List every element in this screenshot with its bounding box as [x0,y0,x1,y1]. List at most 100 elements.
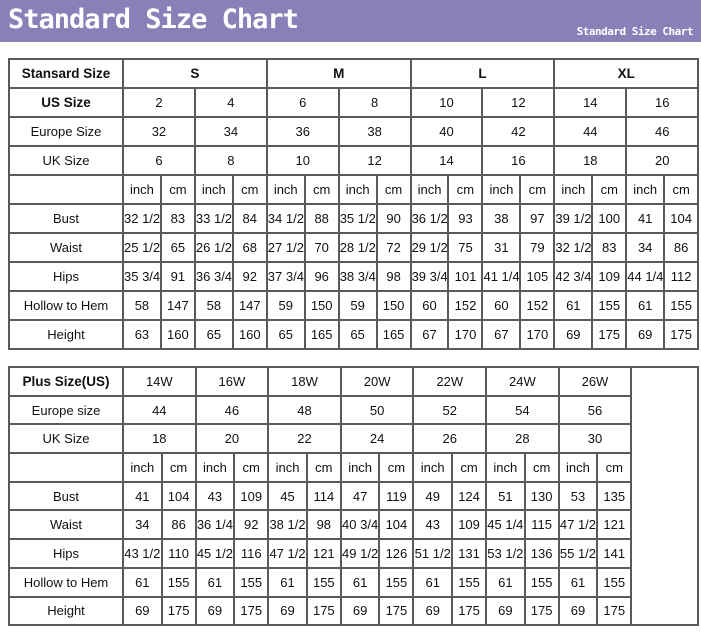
measurement-cell: 119 [378,480,415,512]
unit-header: cm [159,174,196,205]
size-cell: 28 [485,423,560,455]
measurement-cell: 26 1/2 [193,232,234,263]
row-label: Hips [8,261,124,292]
measurement-cell: 160 [231,319,268,350]
unit-header: inch [412,452,454,483]
size-cell: 34 [193,116,268,147]
row-label: Europe size [8,394,124,426]
unit-header: inch [485,452,526,483]
measurement-cell: 155 [233,566,270,598]
measurement-row: Hips 35 3/4 91 36 3/4 92 37 3/4 96 38 3/4 98 39 3… [8,261,700,292]
measurement-cell: 175 [596,595,633,627]
size-cell: 4 [193,87,268,118]
unit-header: cm [375,174,412,205]
measurement-cell: 121 [596,509,633,541]
measurement-cell: 93 [447,203,484,234]
unit-header: inch [553,174,594,205]
size-cell: 16 [481,145,556,176]
size-cell: 18 [122,423,197,455]
measurement-cell: 55 1/2 [557,538,599,569]
unit-header: inch [194,452,236,483]
measurement-cell: 165 [375,319,412,350]
size-cell: 20 [194,423,270,455]
measurement-cell: 59 [265,290,306,321]
measurement-cell: 91 [159,261,196,292]
measurement-cell: 60 [481,290,522,321]
size-cell: 50 [339,394,415,426]
plus-size-table: Plus Size(US) 14W 16W 18W 20W 22W 24W 26W Europe… [8,365,700,627]
unit-header: cm [378,452,415,483]
measurement-cell: 104 [378,509,415,541]
row-label: Height [8,319,124,350]
measurement-cell: 61 [339,566,381,598]
measurement-cell: 61 [557,566,599,598]
measurement-cell: 69 [267,595,308,627]
measurement-cell: 115 [523,509,560,541]
unit-header: cm [160,452,197,483]
measurement-cell: 155 [305,566,342,598]
measurement-cell: 92 [231,261,268,292]
measurement-cell: 114 [305,480,342,512]
size-cell: 8 [193,145,268,176]
measurement-cell: 51 [485,480,526,512]
measurement-cell: 136 [523,538,560,569]
measurement-cell: 165 [303,319,340,350]
size-cell: 16 [625,87,700,118]
measurement-cell: 86 [160,509,197,541]
measurement-cell: 61 [485,566,526,598]
unit-header: cm [305,452,342,483]
uk-size-row: UK Size 18 20 22 24 26 28 30 [8,423,698,455]
row-label: Bust [8,480,124,512]
plus-size-header: 26W [557,366,633,397]
measurement-cell: 126 [378,538,415,569]
measurement-cell: 109 [451,509,488,541]
banner-title: Standard Size Chart [8,4,299,35]
measurement-cell: 33 1/2 [193,203,234,234]
measurement-row: Bust 32 1/2 83 33 1/2 84 34 1/2 88 35 1/2 90 36 1… [8,203,700,234]
unit-header: inch [265,174,306,205]
measurement-cell: 97 [519,203,556,234]
size-cell: 14 [409,145,484,176]
measurement-cell: 69 [553,319,594,350]
measurement-cell: 36 1/4 [194,509,236,541]
plus-size-header: 20W [339,366,415,397]
unit-header: inch [625,174,666,205]
measurement-cell: 110 [160,538,197,569]
measurement-cell: 65 [337,319,378,350]
unit-header: inch [122,174,162,205]
measurement-cell: 67 [409,319,450,350]
unit-header: cm [231,174,268,205]
measurement-cell: 53 [557,480,599,512]
unit-header: cm [451,452,488,483]
measurement-cell: 69 [412,595,454,627]
size-cell: 22 [267,423,342,455]
plus-header-row: Plus Size(US) 14W 16W 18W 20W 22W 24W 26W [8,365,700,627]
size-cell: 42 [481,116,556,147]
measurement-cell: 58 [122,290,162,321]
measurement-cell: 124 [451,480,488,512]
plus-size-header: 14W [122,366,197,397]
unit-header: inch [409,174,450,205]
measurement-cell: 155 [451,566,488,598]
unit-header: inch [557,452,599,483]
size-cell: 2 [122,87,196,118]
size-cell: 12 [481,87,556,118]
measurement-row: Height 63 160 65 160 65 165 65 165 67 170 67 170 69 17… [8,319,700,350]
measurement-cell: 35 1/2 [337,203,378,234]
size-cell: 44 [122,394,197,426]
measurement-cell: 41 1/4 [481,261,522,292]
measurement-cell: 28 1/2 [337,232,378,263]
unit-header: inch [267,452,308,483]
unit-header: inch [481,174,522,205]
measurement-cell: 131 [451,538,488,569]
row-label: Hollow to Hem [8,290,124,321]
unit-header: inch [339,452,381,483]
measurement-cell: 59 [337,290,378,321]
measurement-cell: 152 [447,290,484,321]
size-group-header: S [122,58,268,89]
measurement-cell: 45 [267,480,308,512]
size-group-header: L [409,58,556,89]
size-cell: 54 [485,394,560,426]
measurement-cell: 79 [519,232,556,263]
measurement-cell: 61 [412,566,454,598]
